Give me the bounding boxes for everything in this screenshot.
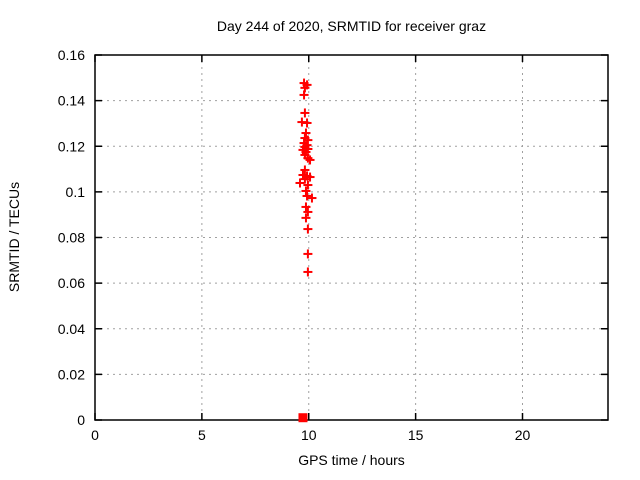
x-tick-label: 20 — [515, 427, 531, 443]
data-point-square — [298, 413, 308, 423]
x-axis-label: GPS time / hours — [298, 452, 405, 468]
y-tick-label: 0.04 — [58, 321, 85, 337]
y-tick-label: 0.12 — [58, 138, 85, 154]
y-tick-label: 0.14 — [58, 93, 85, 109]
x-tick-label: 10 — [301, 427, 317, 443]
y-tick-label: 0.02 — [58, 366, 85, 382]
plot-border — [94, 54, 609, 421]
x-tick-label: 15 — [408, 427, 424, 443]
y-tick-label: 0 — [77, 412, 85, 428]
x-tick-label: 0 — [91, 427, 99, 443]
chart-title: Day 244 of 2020, SRMTID for receiver gra… — [216, 18, 487, 34]
y-tick-label: 0.06 — [58, 275, 85, 291]
x-tick-label: 5 — [198, 427, 206, 443]
y-tick-label: 0.08 — [58, 230, 85, 246]
y-tick-label: 0.1 — [66, 184, 86, 200]
y-tick-label: 0.16 — [58, 47, 85, 63]
